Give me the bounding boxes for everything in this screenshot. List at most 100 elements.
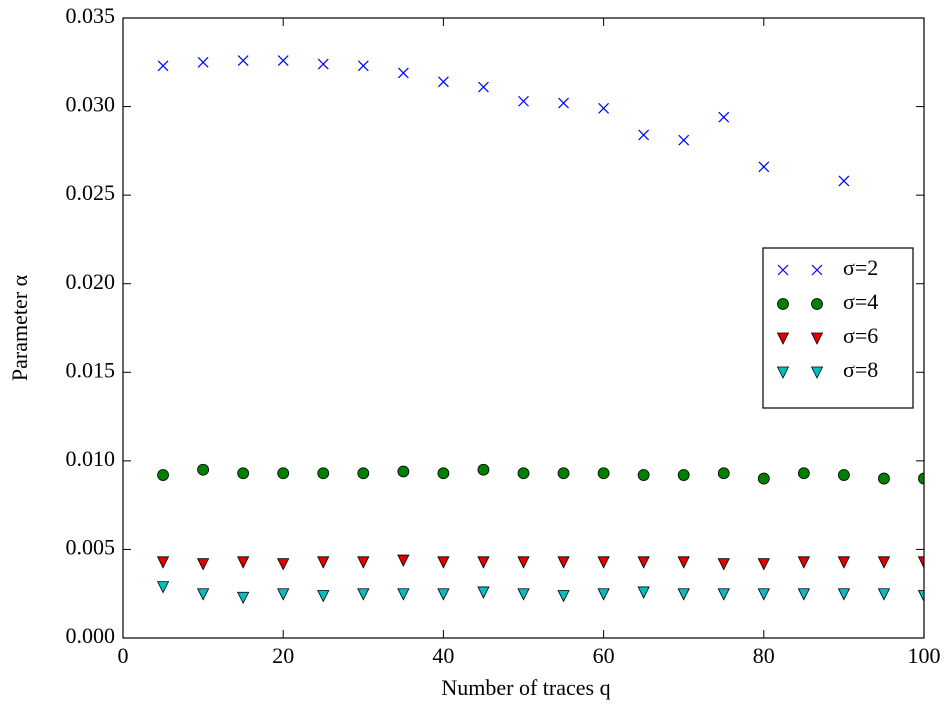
x-axis-label: Number of traces q: [441, 675, 610, 700]
circle-marker: [317, 467, 330, 480]
circle-marker: [757, 472, 770, 485]
circle-marker: [157, 469, 169, 481]
x-marker: [197, 56, 209, 68]
x-marker: [558, 97, 569, 109]
triangle-marker: [357, 588, 370, 601]
y-tick-label: 0.000: [66, 623, 116, 648]
y-tick-label: 0.030: [66, 92, 116, 117]
triangle-marker: [437, 588, 450, 601]
x-tick-label: 80: [753, 643, 775, 668]
triangle-marker: [196, 588, 210, 601]
x-tick-label: 100: [908, 643, 941, 668]
x-marker: [397, 67, 409, 79]
x-tick-label: 0: [118, 643, 129, 668]
x-marker: [718, 111, 730, 123]
triangle-marker: [917, 556, 924, 569]
legend-marker: [810, 366, 824, 379]
triangle-marker: [517, 588, 530, 601]
legend-label: σ=2: [843, 255, 878, 280]
y-axis-label: Parameter α: [7, 274, 32, 381]
x-marker: [518, 95, 529, 107]
triangle-marker: [277, 588, 290, 601]
x-marker: [758, 161, 770, 173]
triangle-marker: [677, 588, 690, 601]
triangle-marker: [196, 558, 210, 571]
triangle-marker: [837, 588, 851, 601]
circle-marker: [677, 469, 690, 481]
circle-marker: [397, 465, 410, 478]
circle-marker: [437, 467, 450, 480]
triangle-marker: [917, 590, 924, 603]
legend-marker: [811, 298, 823, 310]
plot-area: [156, 55, 924, 605]
triangle-marker: [597, 588, 610, 601]
triangle-marker: [397, 588, 410, 601]
legend-label: σ=8: [843, 357, 878, 382]
triangle-marker: [677, 556, 690, 569]
triangle-marker: [277, 558, 290, 571]
circle-marker: [197, 463, 210, 476]
x-marker: [357, 60, 369, 72]
x-marker: [277, 55, 289, 66]
y-tick-label: 0.010: [66, 446, 116, 471]
legend-marker: [776, 332, 790, 345]
triangle-marker: [717, 558, 730, 571]
circle-marker: [597, 467, 610, 480]
y-tick-label: 0.020: [66, 269, 116, 294]
x-marker: [237, 55, 249, 66]
circle-marker: [477, 463, 490, 476]
plot-frame: [122, 17, 925, 639]
circle-marker: [637, 469, 650, 481]
legend-marker: [776, 366, 790, 379]
triangle-marker: [797, 588, 810, 601]
triangle-marker: [797, 556, 810, 569]
legend-marker: [811, 264, 823, 276]
circle-marker: [878, 472, 890, 485]
triangle-marker: [237, 556, 250, 569]
triangle-marker: [397, 554, 410, 567]
triangle-marker: [637, 556, 650, 569]
triangle-marker: [156, 556, 170, 569]
triangle-marker: [317, 590, 330, 603]
legend-marker: [777, 264, 789, 276]
x-marker: [598, 102, 610, 114]
x-tick-label: 20: [272, 643, 294, 668]
triangle-marker: [557, 590, 570, 603]
triangle-marker: [437, 556, 450, 569]
circle-marker: [277, 467, 290, 480]
x-marker: [437, 76, 449, 88]
triangle-marker: [757, 588, 770, 601]
circle-marker: [918, 472, 924, 485]
x-marker: [317, 58, 329, 70]
triangle-marker: [877, 556, 891, 569]
y-tick-label: 0.025: [66, 180, 116, 205]
circle-marker: [797, 467, 810, 480]
circle-marker: [838, 469, 850, 481]
x-tick-label: 60: [593, 643, 615, 668]
triangle-marker: [637, 586, 650, 599]
x-marker: [678, 134, 690, 146]
triangle-marker: [517, 556, 530, 569]
y-tick-label: 0.035: [66, 3, 116, 28]
triangle-marker: [477, 556, 490, 569]
triangle-marker: [557, 556, 570, 569]
circle-marker: [717, 467, 730, 480]
x-marker: [638, 129, 650, 141]
triangle-marker: [317, 556, 330, 569]
triangle-marker: [156, 581, 170, 594]
circle-marker: [557, 467, 570, 480]
legend-label: σ=6: [843, 323, 878, 348]
triangle-marker: [237, 591, 250, 605]
x-marker: [157, 60, 169, 72]
legend-marker: [810, 332, 824, 345]
triangle-marker: [597, 556, 610, 569]
legend-marker: [777, 298, 789, 310]
triangle-marker: [837, 556, 851, 569]
circle-marker: [237, 467, 250, 480]
x-marker: [478, 81, 489, 93]
x-tick-label: 40: [432, 643, 454, 668]
triangle-marker: [717, 588, 730, 601]
triangle-marker: [477, 586, 490, 599]
